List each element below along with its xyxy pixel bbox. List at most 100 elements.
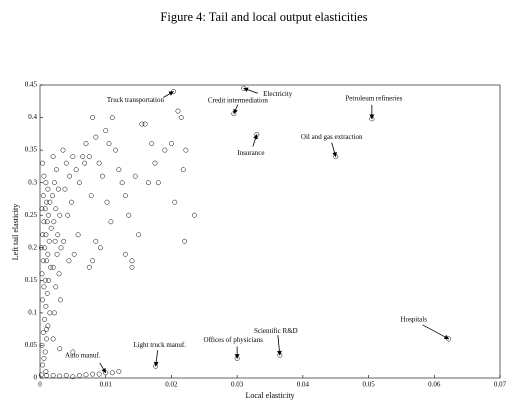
point <box>39 342 45 348</box>
point <box>42 245 48 251</box>
point <box>43 180 49 186</box>
point <box>175 108 181 114</box>
point <box>86 264 92 270</box>
point <box>76 180 82 186</box>
point <box>96 371 102 377</box>
point <box>44 290 50 296</box>
point <box>44 372 50 378</box>
x-axis-label: Local elasticity <box>245 391 294 400</box>
x-tick-label: 0.07 <box>494 381 507 389</box>
point <box>44 326 50 332</box>
annotation-label: Credit intermediation <box>208 96 269 104</box>
point <box>52 180 57 186</box>
point <box>178 115 184 121</box>
point <box>129 258 135 264</box>
point <box>42 277 48 283</box>
annotation-arrow <box>252 134 258 147</box>
y-tick-label: 0.25 <box>25 211 38 219</box>
annotated-point <box>231 111 237 117</box>
x-tick-label: 0.05 <box>362 381 375 389</box>
x-tick-label: 0.01 <box>100 381 113 389</box>
point <box>69 199 74 205</box>
point <box>40 232 46 238</box>
annotation-label: Electricity <box>263 90 293 98</box>
point <box>47 310 53 316</box>
x-tick-label: 0.06 <box>428 381 441 389</box>
point <box>58 245 64 251</box>
point <box>44 336 50 342</box>
point <box>80 154 86 160</box>
point <box>57 373 63 379</box>
point <box>62 186 68 192</box>
point <box>66 258 72 264</box>
point <box>41 356 47 361</box>
x-tick-label: 0 <box>38 381 42 389</box>
point <box>86 154 92 160</box>
point <box>52 310 57 316</box>
point <box>139 121 145 127</box>
point <box>96 160 102 166</box>
point <box>126 212 132 218</box>
annotation-label: Auto manuf. <box>65 351 101 359</box>
point <box>43 369 49 374</box>
point <box>57 212 63 218</box>
chart-title: Figure 4: Tail and local output elastici… <box>160 10 367 24</box>
point <box>71 251 77 257</box>
point <box>108 219 114 225</box>
point <box>149 141 155 147</box>
annotation-arrow <box>422 324 450 340</box>
point <box>50 264 56 270</box>
point <box>52 238 58 244</box>
point <box>40 160 46 166</box>
point <box>182 238 188 244</box>
point <box>40 329 46 335</box>
y-tick-label: 0.15 <box>25 276 38 284</box>
point <box>76 372 82 378</box>
point <box>51 219 57 225</box>
annotation-label: Oil and gas extraction <box>301 133 363 141</box>
point <box>38 372 44 378</box>
point <box>145 180 151 186</box>
y-tick-label: 0.2 <box>28 243 37 251</box>
point <box>45 186 51 192</box>
point <box>40 297 46 303</box>
point <box>53 206 59 212</box>
annotation-arrow <box>233 104 239 115</box>
point <box>191 212 197 218</box>
annotation-label: Light truck manuf. <box>133 341 186 349</box>
point <box>60 147 66 153</box>
point <box>48 264 53 270</box>
point <box>43 232 49 238</box>
point <box>39 271 45 277</box>
point <box>44 258 50 264</box>
point <box>119 180 125 186</box>
annotation-arrow <box>153 350 159 367</box>
point <box>45 323 51 329</box>
x-tick-label: 0.04 <box>297 381 310 389</box>
point <box>40 258 46 264</box>
point <box>54 251 60 257</box>
point <box>42 316 48 322</box>
point <box>48 225 54 231</box>
point <box>65 212 71 218</box>
point <box>43 303 49 309</box>
point <box>83 372 89 378</box>
point <box>132 173 138 179</box>
annotation-label: Insurance <box>237 149 264 157</box>
point <box>50 372 56 378</box>
x-tick-label: 0.03 <box>231 381 244 389</box>
annotation-arrow <box>331 142 337 158</box>
point <box>142 121 148 127</box>
point <box>50 154 56 160</box>
point <box>55 186 61 192</box>
annotation-arrow <box>163 91 174 98</box>
point <box>180 167 186 173</box>
point <box>53 284 59 290</box>
y-tick-label: 0.35 <box>25 146 38 154</box>
annotation-label: Truck transportation <box>107 96 165 104</box>
point <box>70 374 76 380</box>
point <box>129 264 135 270</box>
point <box>168 141 174 147</box>
point <box>98 245 103 251</box>
